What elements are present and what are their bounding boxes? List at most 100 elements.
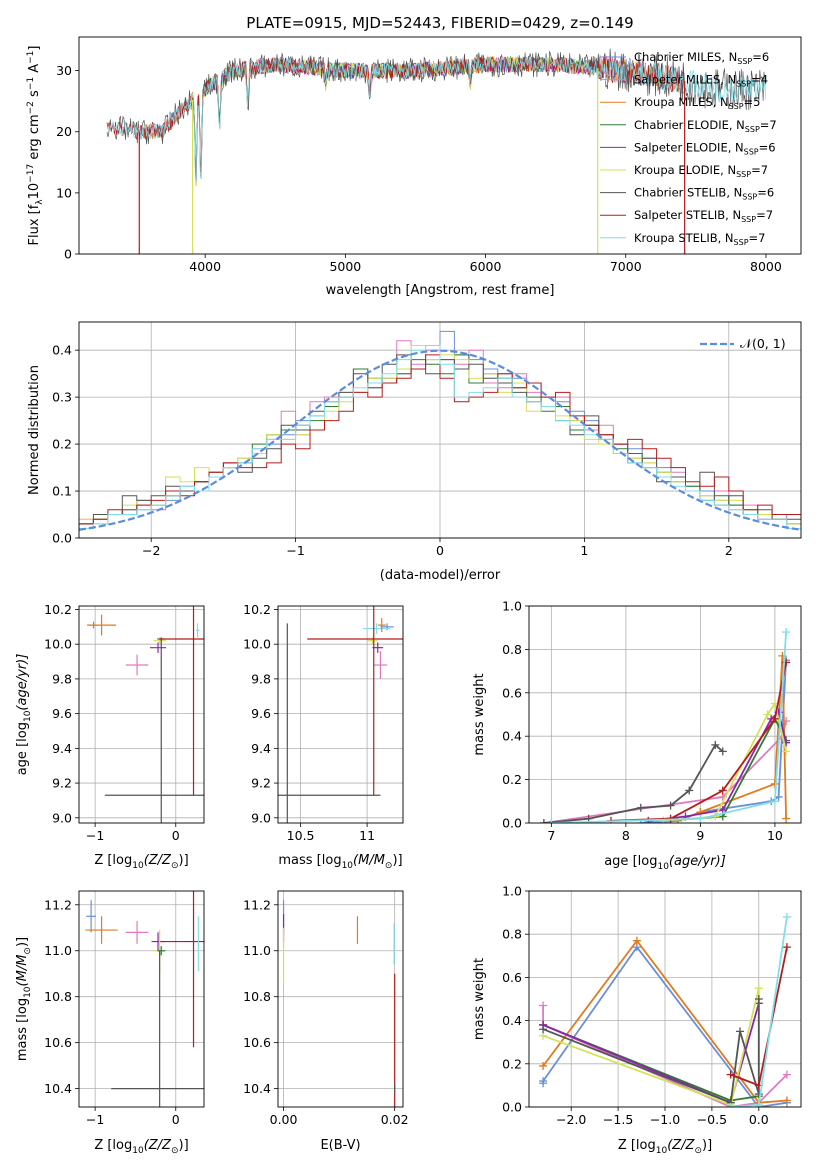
x-tick-label: −2.0: [556, 1112, 586, 1127]
point-marker: [782, 912, 791, 921]
legend-value: =4: [751, 73, 768, 87]
point-marker: [754, 1100, 763, 1107]
point-marker: [711, 740, 720, 749]
label-part: −1: [26, 51, 36, 64]
label-part: )]: [179, 1138, 189, 1153]
point-marker: [539, 1025, 548, 1034]
legend-sub: SSP: [741, 215, 756, 224]
label-part: Z [log: [94, 853, 132, 868]
label-part: )]: [392, 853, 402, 868]
legend-name: Kroupa STELIB: [634, 231, 718, 245]
x-axis-label: Z [log10(Z/Z⊙)]: [94, 853, 188, 871]
x-tick-label: −1.0: [650, 1112, 680, 1127]
point-marker: [782, 1070, 791, 1079]
x-tick-label: −1: [86, 1112, 104, 1127]
label-part: Z [log: [618, 1138, 656, 1153]
y-axis-label: Normed distribution: [27, 365, 42, 495]
legend-n: , N: [726, 186, 742, 200]
y-axis-label: age [log10(age/yr)]: [15, 654, 33, 776]
legend-name: Salpeter STELIB: [634, 208, 725, 222]
legend-sub: SSP: [734, 238, 749, 247]
point-marker: [718, 747, 727, 756]
legend-value: =7: [756, 208, 773, 222]
x-axis-label: mass [log10(M/M⊙)]: [278, 853, 402, 871]
legend-label: Salpeter ELODIE, NSSP=6: [634, 140, 776, 156]
residuals-panel: −2 −1 0 1 2 0.0 0.1 0.2 0.3 0.4 (data-model)/error…: [27, 321, 802, 583]
point-marker: [539, 1001, 548, 1010]
label-part: −1: [26, 77, 36, 90]
label-part: −17: [26, 164, 36, 183]
x-tick-label: 5000: [329, 259, 361, 274]
y-tick-label: 10.8: [243, 989, 271, 1004]
label-part: 10: [657, 862, 669, 872]
label-part: ⊙: [23, 947, 33, 955]
x-tick-label: −1: [86, 828, 104, 843]
x-tick-label: 8: [622, 828, 630, 843]
y-tick-label: 11.0: [44, 943, 72, 958]
y-tick-label: 11.2: [243, 897, 271, 912]
label-part: 10: [342, 861, 354, 871]
y-tick-label: 0.4: [502, 1013, 522, 1028]
y-tick-label: 10.6: [243, 1035, 271, 1050]
y-tick-label: 10.0: [44, 637, 72, 652]
label-part: (M/M: [353, 853, 385, 868]
y-tick-label: 9.2: [52, 776, 72, 791]
y-tick-label: 9.6: [251, 706, 271, 721]
series-line: [542, 987, 760, 1107]
y-tick-label: 0.0: [502, 1100, 522, 1115]
x-tick-label: 4000: [189, 259, 221, 274]
x-tick-label: 0: [436, 543, 444, 558]
legend-name: Kroupa MILES: [634, 95, 713, 109]
legend-label: Chabrier MILES, NSSP=6: [634, 50, 769, 66]
series-line: [543, 743, 724, 823]
legend-label: Salpeter MILES, NSSP=4: [634, 73, 768, 89]
point-marker: [547, 819, 556, 823]
legend-name: Chabrier MILES: [634, 50, 721, 64]
point-marker: [782, 943, 791, 952]
series-line: [551, 631, 787, 823]
legend-value: =7: [760, 118, 777, 132]
legend-name: Salpeter MILES: [634, 73, 720, 87]
label-part: A: [27, 64, 42, 77]
legend-sub: SSP: [736, 80, 751, 89]
label-part: mass [log: [278, 853, 341, 868]
legend-sub: SSP: [729, 102, 744, 111]
label-part: s: [27, 90, 42, 101]
series-line: [677, 655, 787, 822]
legend-label: Chabrier ELODIE, NSSP=7: [634, 118, 777, 134]
massweight_vs_Z-panel: −2.0 −1.5 −1.0 −0.5 0.0 0.0 0.2 0.4 0.6 0.8 1.0 Z […: [472, 884, 802, 1156]
errorbar-group: [87, 606, 204, 823]
y-tick-label: 20: [56, 124, 72, 139]
y-tick-label: 9.2: [251, 776, 271, 791]
legend-n: , N: [725, 208, 741, 222]
point-marker: [763, 710, 772, 719]
x-tick-label: 0.02: [381, 1112, 409, 1127]
x-tick-label: 7: [547, 828, 555, 843]
legend-label: Kroupa STELIB, NSSP=7: [634, 231, 765, 247]
age_vs_mass-panel: 10.5 11 9.0 9.2 9.4 9.6 9.8 10.0 10.2 mass [log10…: [243, 602, 404, 871]
point-marker: [754, 995, 763, 1003]
point-marker: [770, 714, 779, 723]
y-tick-label: 9.8: [52, 671, 72, 686]
x-axis-label: (data-model)/error: [380, 568, 501, 583]
y-tick-label: 11.2: [44, 897, 72, 912]
point-marker: [782, 1096, 791, 1105]
x-tick-label: 6000: [470, 259, 502, 274]
axes-frame: [528, 890, 802, 1108]
legend-name: Salpeter ELODIE: [634, 140, 728, 154]
legend-n: , N: [728, 140, 744, 154]
x-tick-label: 9: [696, 828, 704, 843]
axes-frame: [277, 605, 404, 824]
label-part: Flux [f: [27, 204, 42, 245]
spectrum-series-group: [106, 48, 767, 254]
label-part: 10: [23, 710, 33, 722]
label-part: ⊙: [171, 1146, 179, 1156]
point-marker: [754, 1090, 763, 1099]
x-tick-label: 0.00: [270, 1112, 298, 1127]
x-tick-label: −2: [142, 543, 160, 558]
x-axis-label: age [log10(age/yr)]: [604, 854, 726, 872]
y-tick-label: 10: [56, 185, 72, 200]
x-tick-label: 2: [725, 543, 733, 558]
point-marker: [726, 1070, 735, 1079]
label-part: 10: [27, 183, 42, 200]
